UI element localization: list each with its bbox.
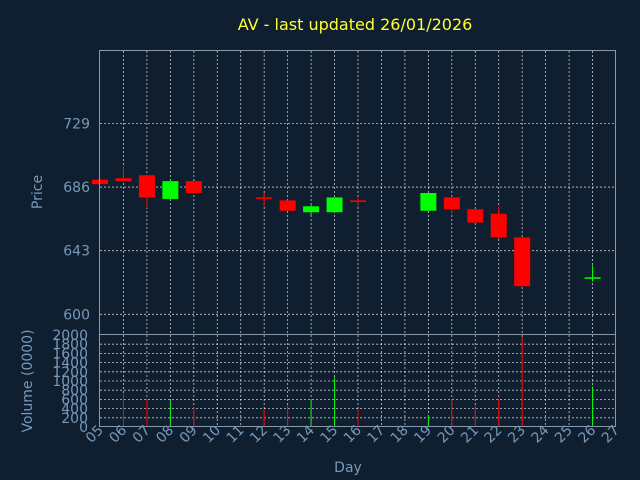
candle-body — [303, 206, 320, 213]
candle-body — [350, 200, 366, 202]
price-axis-label: Price — [30, 175, 46, 209]
volume-tick-label: 600 — [61, 392, 88, 408]
x-axis-ticks: 05 06 07 08 09 10 11 12 13 14 15 16 17 18 19 20 21 22 23 24… — [83, 422, 623, 446]
candle-body — [490, 213, 507, 238]
volume-axis-label: Volume (0000) — [20, 329, 36, 432]
volume-bars — [122, 337, 594, 427]
candle-body — [584, 277, 601, 279]
price-tick-label: 643 — [63, 244, 90, 260]
volume-panel-frame — [99, 334, 616, 427]
chart-title: AV - last updated 26/01/2026 — [238, 15, 473, 34]
candle-body — [420, 193, 437, 211]
candle-body — [115, 178, 132, 182]
candles — [92, 166, 601, 287]
volume-tick-label: 2000 — [52, 328, 88, 344]
price-tick-label: 686 — [63, 180, 90, 196]
volume-tick-label: 800 — [61, 383, 88, 399]
price-axis-ticks: 600 643 686 729 — [63, 116, 90, 323]
candle-body — [467, 209, 484, 223]
x-axis-label: Day — [334, 460, 362, 476]
candle-body — [256, 197, 273, 199]
price-tick-label: 729 — [63, 116, 90, 132]
volume-tick-label: 200 — [61, 411, 88, 427]
volume-tick-label: 1000 — [52, 374, 88, 390]
price-tick-label: 600 — [63, 307, 90, 323]
price-grid — [100, 51, 616, 335]
volume-tick-label: 400 — [61, 402, 88, 418]
candle-body — [279, 200, 296, 211]
candle-body — [326, 197, 343, 213]
volume-tick-label: 1400 — [52, 356, 88, 372]
candle-body — [185, 181, 202, 193]
volume-tick-label: 1800 — [52, 337, 88, 353]
candle-body — [138, 175, 155, 198]
candle-body — [443, 197, 460, 210]
volume-tick-label: 0 — [79, 420, 88, 436]
volume-tick-label: 1200 — [52, 365, 88, 381]
candle-body — [162, 181, 179, 199]
candle-body — [514, 237, 531, 287]
volume-tick-label: 1600 — [52, 346, 88, 362]
